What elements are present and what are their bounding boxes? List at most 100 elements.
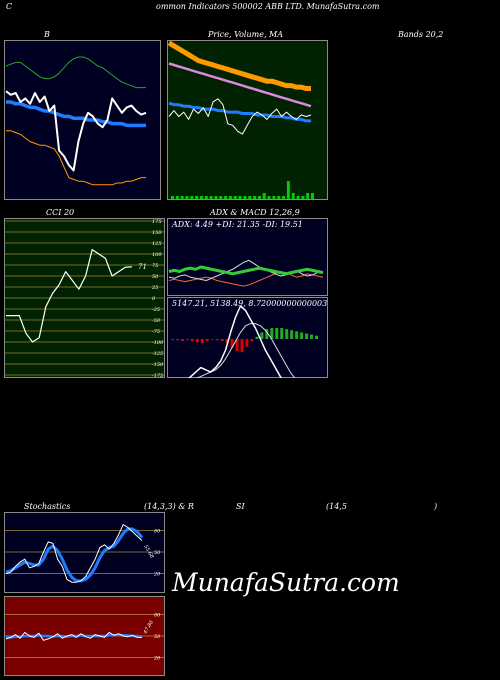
volume-bar [209,196,213,199]
stoch-k-line [5,524,143,583]
macd-histogram-bar [210,339,214,340]
macd-histogram-bar [260,332,264,339]
upper-band-line [5,56,146,89]
page-title: ommon Indicators 500002 ABB LTD. MunafaS… [156,2,380,11]
stochastics-params: (14,3,3) & R [144,502,194,511]
rsi-si-label: SI [236,502,245,511]
macd-histogram-bar [225,339,229,344]
macd-histogram-bar [295,331,299,339]
bands-label-b: B [44,30,50,39]
volume-bar [238,196,242,199]
volume-bar [248,196,252,199]
cci-tick-label: -175 [152,373,163,378]
volume-bar [180,196,184,199]
macd-histogram-bar [180,339,184,342]
price-line [168,98,312,135]
cci-tick-label: 175 [152,219,162,225]
macd-histogram-bar [245,339,249,347]
macd-histogram-bar [235,339,239,352]
middle-band-line [6,100,146,128]
macd-histogram-bar [200,339,204,344]
volume-bar [224,196,228,199]
rsi-tick-label: 50 [154,634,161,640]
macd-histogram-bar [310,334,314,339]
panel-frame [4,40,161,200]
stoch-d-line [5,527,144,583]
macd-histogram-bar [275,328,279,339]
macd-histogram-bar [255,336,259,339]
macd-histogram-bar [190,339,194,342]
volume-bar [253,196,257,199]
macd-histogram-bar [205,339,209,342]
minus-di-line [168,271,324,287]
stoch-tick-label: 50 [154,550,161,556]
volume-bar [277,196,281,199]
price-volume-chart [167,40,328,200]
volume-bar [257,196,261,199]
rsi-panel: 80 50 20 47.86 [4,596,165,676]
volume-bar [296,196,300,199]
adx-macd-label: ADX & MACD 12,26,9 [210,208,300,217]
watermark: MunafaSutra.com [172,568,400,597]
cci-tick-label: -150 [152,362,164,368]
panel-frame [167,218,328,296]
adx-values: ADX: 4.49 +DI: 21.35 -DI: 19.51 [172,220,303,229]
macd-histogram-bar [280,328,284,339]
cci-panel: 175 150 125 100 75 50 25 0 -25 -50 -75 -100 -125 -150… [4,218,165,378]
macd-signal-line [195,323,296,378]
volume-bar [306,193,310,199]
macd-histogram-bar [171,339,174,341]
volume-bar [301,196,305,199]
volume-bar [214,196,218,199]
panel-frame [167,297,328,378]
rsi-tick-label: 20 [153,656,161,662]
volume-bar [282,196,286,199]
ma-short-line [168,101,311,123]
macd-histogram-bar [185,339,189,340]
stochastics-panel: 80 50 20 55.68 [4,512,165,593]
cci-last-value: 71 [138,263,147,271]
cci-tick-label: -25 [152,307,160,313]
macd-chart [167,297,328,378]
volume-bar [291,193,295,199]
rsi-close: ) [434,502,438,511]
volume-bar [233,196,237,199]
stochastics-label: Stochastics [24,502,71,511]
volume-bar [199,196,203,199]
cci-tick-label: -125 [152,351,163,357]
adx-panel [167,218,328,296]
macd-values: 5147.21, 5138.49, 8.72000000000003 [172,299,328,308]
stoch-tick-label: 20 [153,572,161,578]
bollinger-chart [4,40,161,200]
macd-histogram-bar [250,339,254,342]
macd-histogram-bar [175,339,179,341]
rsi-tick-label: 80 [154,612,161,618]
volume-bar [262,193,266,199]
cci-tick-label: 25 [151,285,158,291]
stoch-tick-label: 80 [154,528,161,534]
cci-tick-label: 100 [152,252,162,258]
macd-histogram-bar [315,335,318,339]
ma-mid-line [168,62,312,108]
macd-histogram-bar [305,333,309,339]
adx-chart [167,218,328,296]
rsi-line [5,631,142,641]
cci-chart: 175 150 125 100 75 50 25 0 -25 -50 -75 -100 -125 -150… [4,218,165,378]
volume-bar [204,196,208,199]
macd-panel [167,297,328,378]
bollinger-panel [4,40,161,200]
cci-tick-label: 0 [152,296,156,302]
volume-bar [243,196,247,199]
volume-bar [272,196,276,199]
price-volume-ma-label: Price, Volume, MA [208,30,284,39]
volume-bar [195,196,199,199]
price-line [5,90,147,172]
c-letter: C [6,2,13,11]
cci-tick-label: 75 [152,263,158,269]
cci-line [6,249,133,343]
cci-label: CCI 20 [46,208,75,217]
volume-bar [286,181,290,199]
macd-histogram-bar [285,329,289,339]
